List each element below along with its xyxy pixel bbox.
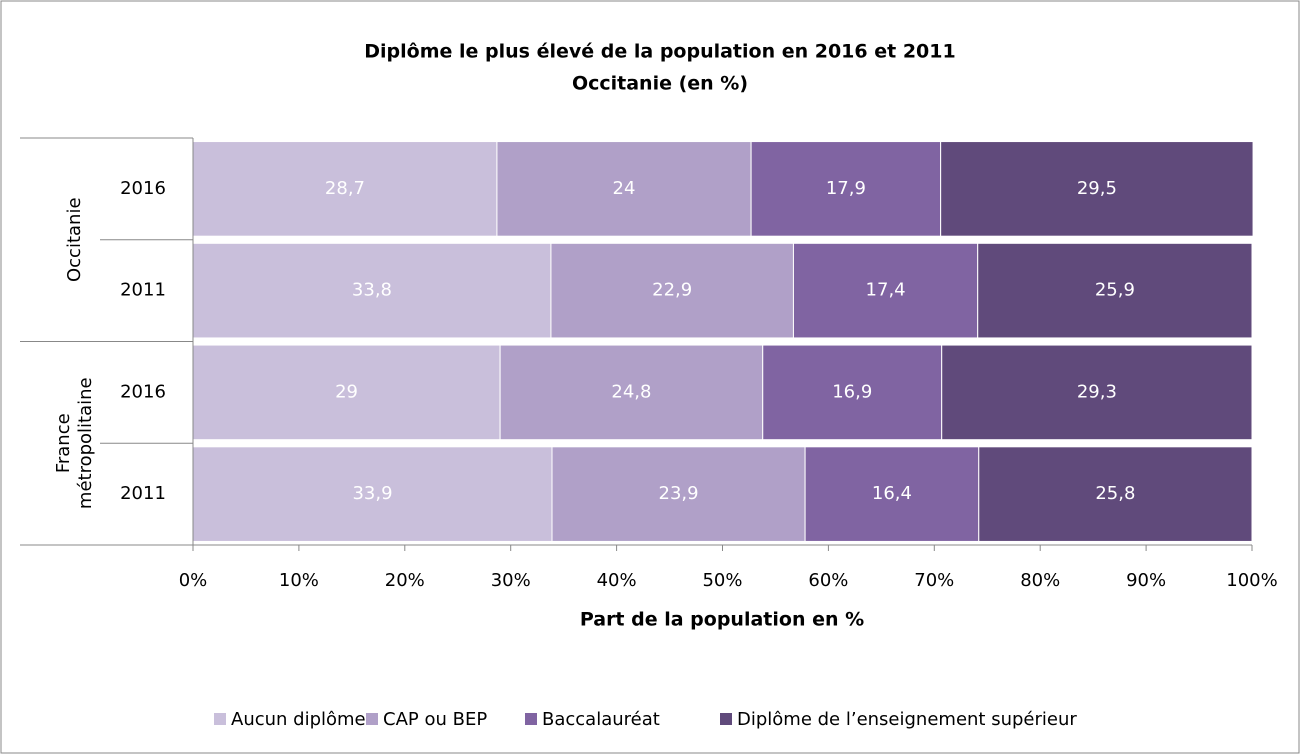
x-tick-label: 100% — [1226, 570, 1277, 591]
data-label: 29,5 — [1077, 178, 1117, 199]
bar-segment — [192, 344, 501, 441]
chart-subtitle: Occitanie (en %) — [572, 73, 748, 95]
data-label: 33,8 — [352, 280, 392, 301]
group-label: Occitanie — [64, 197, 85, 282]
y-tick-label: 2011 — [120, 483, 166, 504]
data-label: 25,8 — [1095, 483, 1135, 504]
x-tick-label: 70% — [914, 570, 954, 591]
bar-segment — [940, 141, 1254, 237]
legend-label: Aucun diplôme — [231, 709, 366, 730]
data-label: 16,4 — [872, 483, 912, 504]
bar-segment — [977, 242, 1253, 339]
legend-label: Diplôme de l’enseignement supérieur — [737, 709, 1077, 730]
legend-label: Baccalauréat — [542, 709, 660, 730]
y-tick-label: 2016 — [120, 381, 166, 402]
y-tick-label: 2016 — [120, 178, 166, 199]
data-label: 25,9 — [1095, 280, 1135, 301]
bar-segment — [192, 446, 553, 542]
x-tick-label: 40% — [597, 570, 637, 591]
data-label: 24 — [613, 178, 636, 199]
data-label: 22,9 — [652, 280, 692, 301]
legend-label: CAP ou BEP — [383, 709, 487, 730]
bar-segment — [941, 344, 1253, 441]
x-axis-label: Part de la population en % — [580, 609, 864, 631]
bar-segment — [978, 446, 1253, 542]
bar-segment — [792, 242, 979, 339]
data-label: 17,4 — [866, 280, 906, 301]
bar-segment — [496, 141, 752, 237]
bar-segment — [804, 446, 980, 542]
data-label: 16,9 — [832, 381, 872, 402]
data-label: 33,9 — [352, 483, 392, 504]
bar-segment — [762, 344, 943, 441]
x-tick-label: 20% — [385, 570, 425, 591]
x-tick-label: 50% — [702, 570, 742, 591]
bar-segment — [192, 242, 552, 339]
bar-segment — [192, 141, 498, 237]
data-label: 28,7 — [325, 178, 365, 199]
x-tick-label: 80% — [1020, 570, 1060, 591]
data-label: 24,8 — [611, 381, 651, 402]
bar-segment — [750, 141, 942, 237]
data-label: 29,3 — [1077, 381, 1117, 402]
data-label: 23,9 — [659, 483, 699, 504]
legend-swatch — [525, 713, 537, 725]
legend-swatch — [214, 713, 226, 725]
group-label: Francemétropolitaine — [53, 377, 96, 509]
data-label: 29 — [335, 381, 358, 402]
x-tick-label: 30% — [491, 570, 531, 591]
bar-segment — [551, 446, 806, 542]
x-tick-label: 10% — [279, 570, 319, 591]
data-label: 17,9 — [826, 178, 866, 199]
bar-segment — [550, 242, 794, 339]
x-tick-label: 0% — [179, 570, 208, 591]
chart-title: Diplôme le plus élevé de la population e… — [364, 41, 955, 63]
y-tick-label: 2011 — [120, 280, 166, 301]
legend-swatch — [720, 713, 732, 725]
legend-swatch — [366, 713, 378, 725]
x-tick-label: 60% — [808, 570, 848, 591]
x-tick-label: 90% — [1126, 570, 1166, 591]
